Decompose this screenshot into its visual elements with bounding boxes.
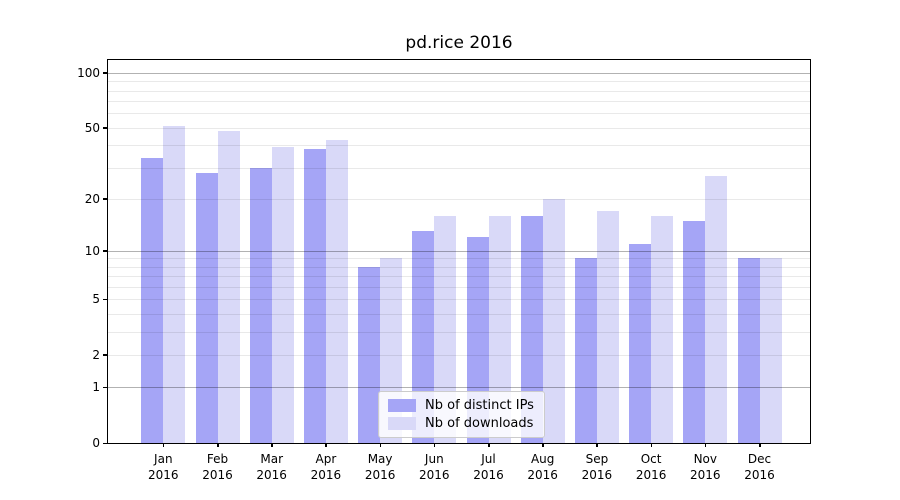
bar-downloads xyxy=(488,215,511,443)
y-tick-label: 50 xyxy=(84,120,100,135)
x-tick-label: Oct 2016 xyxy=(635,452,667,482)
x-tick-mark xyxy=(379,443,382,447)
plot-area: Nb of distinct IPs Nb of downloads 0 1 2 5 1… xyxy=(77,59,811,482)
bar-downloads xyxy=(596,211,619,443)
bar-downloads xyxy=(651,215,674,443)
y-tick-label: 5 xyxy=(92,292,100,307)
bar-distinct-ips xyxy=(141,157,164,443)
y-tick-mark xyxy=(103,127,107,129)
x-tick-label: Jun 2016 xyxy=(419,452,450,482)
bar-distinct-ips xyxy=(303,149,326,443)
y-tick-mark xyxy=(103,442,107,444)
legend-item-downloads: Nb of downloads xyxy=(388,416,534,431)
gridline-minor xyxy=(108,81,810,83)
x-tick-label: Mar 2016 xyxy=(256,452,287,482)
y-tick-label: 2 xyxy=(92,347,100,362)
legend-item-distinct-ips: Nb of distinct IPs xyxy=(388,398,534,413)
gridline-major xyxy=(108,72,810,74)
x-tick-mark xyxy=(325,443,327,447)
x-tick-label: Jul 2016 xyxy=(473,452,504,482)
bar-downloads xyxy=(759,258,782,443)
bar-distinct-ips xyxy=(358,266,381,443)
bar-downloads xyxy=(217,130,240,443)
legend-swatch-distinct-ips xyxy=(388,399,416,412)
x-tick-label: May 2016 xyxy=(364,452,396,482)
chart-title: pd.rice 2016 xyxy=(405,33,513,53)
bar-downloads xyxy=(271,147,294,443)
y-tick-mark xyxy=(103,386,107,389)
y-tick-mark xyxy=(103,354,107,356)
y-tick-label: 1 xyxy=(92,380,100,395)
bar-downloads xyxy=(325,139,348,443)
gridline-minor xyxy=(108,167,810,169)
y-tick-mark xyxy=(103,198,107,200)
gridline-minor xyxy=(108,113,810,115)
y-tick-mark xyxy=(103,72,107,74)
x-tick-mark xyxy=(488,443,490,447)
x-tick-mark xyxy=(217,443,219,447)
legend-label-distinct-ips: Nb of distinct IPs xyxy=(425,398,534,413)
legend-label-downloads: Nb of downloads xyxy=(425,416,534,431)
bar-distinct-ips xyxy=(737,258,760,443)
y-tick-label: 20 xyxy=(84,191,100,206)
x-tick-label: Feb 2016 xyxy=(202,452,233,482)
y-tick-mark xyxy=(103,250,107,252)
bar-downloads xyxy=(434,215,457,443)
bar-distinct-ips xyxy=(683,220,706,443)
y-tick-mark xyxy=(103,298,107,301)
bar-downloads xyxy=(163,126,186,443)
y-tick-label: 0 xyxy=(92,436,100,450)
x-tick-mark xyxy=(704,443,707,447)
bar-downloads xyxy=(542,198,565,443)
x-tick-mark xyxy=(162,443,165,447)
y-tick-label: 100 xyxy=(77,65,100,80)
legend-swatch-downloads xyxy=(388,417,416,430)
x-tick-label: Apr 2016 xyxy=(310,452,342,482)
y-tick-label: 10 xyxy=(84,243,100,258)
gridline-minor xyxy=(108,145,810,147)
bar-distinct-ips xyxy=(520,215,543,443)
bar-distinct-ips xyxy=(574,258,597,443)
gridline-minor xyxy=(108,90,810,92)
x-tick-label: Nov 2016 xyxy=(690,452,721,482)
x-tick-mark xyxy=(596,443,598,447)
gridline-minor xyxy=(108,127,810,129)
bar-distinct-ips xyxy=(195,172,218,443)
x-tick-label: Sep 2016 xyxy=(581,452,613,482)
x-tick-mark xyxy=(650,443,653,447)
x-tick-label: Dec 2016 xyxy=(744,452,775,482)
x-tick-label: Aug 2016 xyxy=(527,452,558,482)
x-tick-mark xyxy=(433,443,436,447)
bar-downloads xyxy=(705,175,728,443)
bar-distinct-ips xyxy=(412,231,435,443)
x-tick-mark xyxy=(542,443,544,447)
x-tick-label: Jan 2016 xyxy=(148,452,179,482)
legend: Nb of distinct IPs Nb of downloads xyxy=(378,391,545,438)
gridline-minor xyxy=(108,101,810,103)
bar-distinct-ips xyxy=(249,167,272,443)
x-tick-mark xyxy=(271,443,273,447)
bar-distinct-ips xyxy=(629,243,652,443)
x-tick-mark xyxy=(759,443,761,447)
